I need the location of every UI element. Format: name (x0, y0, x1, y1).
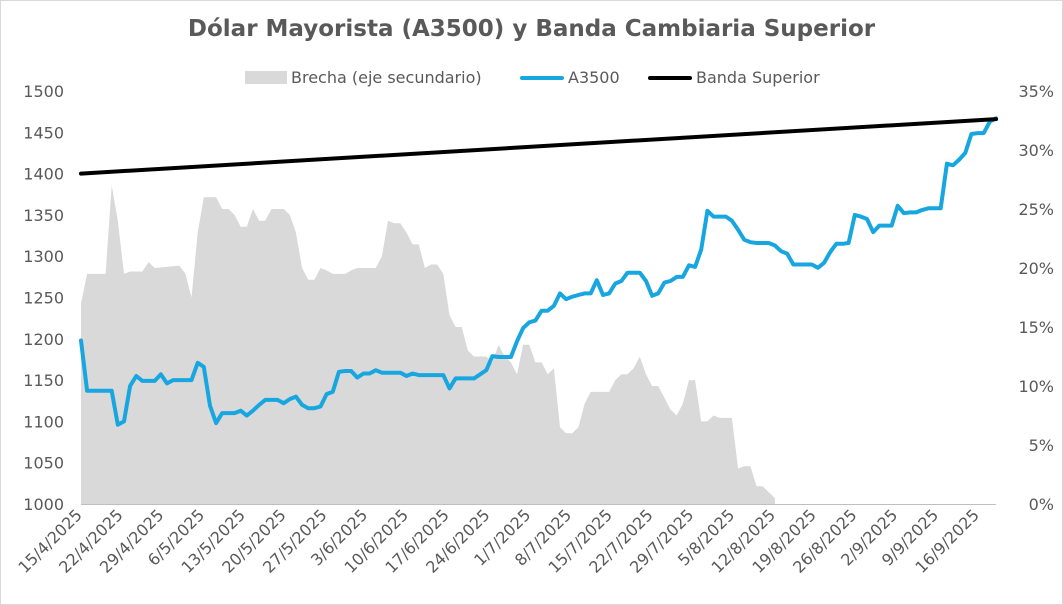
y-left-tick-label: 1500 (23, 82, 64, 101)
y-right-tick-label: 35% (1018, 82, 1054, 101)
series-line-a3500 (79, 116, 998, 427)
y-left-tick-label: 1050 (23, 454, 64, 473)
legend-label-banda: Banda Superior (696, 68, 820, 87)
y-left-tick-label: 1000 (23, 495, 64, 514)
series-area-brecha (81, 185, 775, 504)
series-line-banda-superior (79, 117, 998, 176)
legend-swatch-brecha (245, 71, 287, 84)
legend-item-banda: Banda Superior (648, 68, 820, 87)
y-left-tick-label: 1200 (23, 330, 64, 349)
y-right-tick-label: 15% (1018, 318, 1054, 337)
y-right-tick-label: 10% (1018, 377, 1054, 396)
y-right-tick-label: 20% (1018, 259, 1054, 278)
y-left-tick-label: 1150 (23, 371, 64, 390)
legend-label-a3500: A3500 (568, 68, 620, 87)
y-right-tick-label: 30% (1018, 141, 1054, 160)
legend: Brecha (eje secundario) A3500 Banda Supe… (0, 68, 1063, 92)
legend-item-a3500: A3500 (520, 68, 620, 87)
legend-item-brecha: Brecha (eje secundario) (245, 68, 482, 87)
legend-swatch-a3500 (520, 75, 564, 80)
y-right-tick-label: 0% (1029, 495, 1054, 514)
y-left-tick-label: 1450 (23, 123, 64, 142)
y-left-tick-label: 1250 (23, 289, 64, 308)
legend-label-brecha: Brecha (eje secundario) (291, 68, 482, 87)
y-left-tick-label: 1300 (23, 247, 64, 266)
chart-title: Dólar Mayorista (A3500) y Banda Cambiari… (187, 16, 876, 42)
y-left-tick-label: 1100 (23, 412, 64, 431)
y-right-tick-label: 25% (1018, 200, 1054, 219)
y-left-tick-label: 1350 (23, 206, 64, 225)
legend-swatch-banda (648, 75, 692, 80)
y-right-tick-label: 5% (1029, 436, 1054, 455)
y-left-tick-label: 1400 (23, 165, 64, 184)
